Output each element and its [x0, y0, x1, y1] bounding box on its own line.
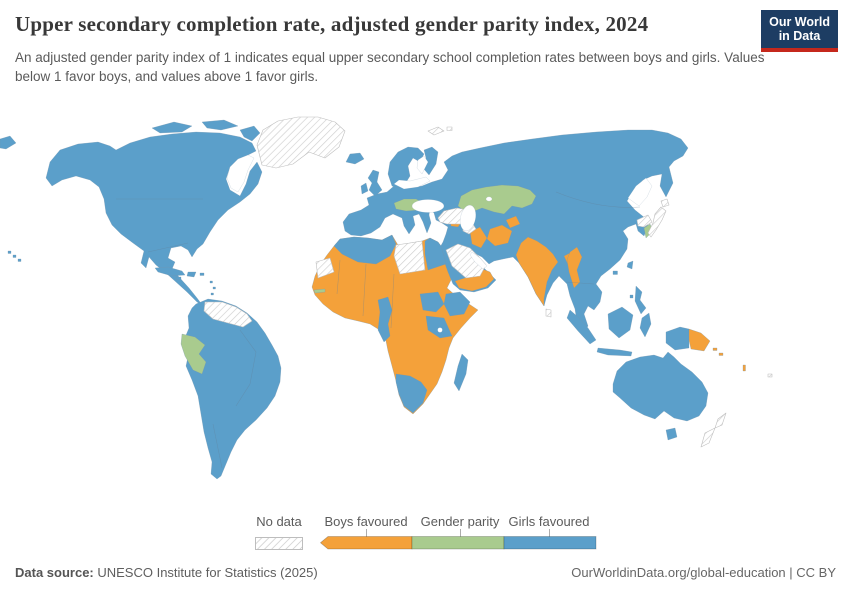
sea-aral: [485, 196, 493, 202]
region-south-sudan[interactable]: [419, 291, 445, 313]
region-hainan[interactable]: [612, 270, 618, 275]
region-cameroon-gabon[interactable]: [377, 296, 393, 343]
region-taiwan[interactable]: [626, 260, 634, 270]
region-arctic-islands-1[interactable]: [151, 121, 193, 134]
region-north-america[interactable]: [45, 131, 263, 307]
region-chukotka-wrap[interactable]: [0, 135, 17, 150]
region-japan[interactable]: [647, 198, 670, 238]
country-borders: [116, 191, 641, 469]
legend-label-boys-favoured[interactable]: Boys favoured: [324, 514, 408, 529]
region-eurasia[interactable]: [342, 129, 689, 334]
owid-logo[interactable]: Our World in Data: [761, 10, 838, 52]
region-sri-lanka[interactable]: [545, 308, 552, 318]
region-greenland[interactable]: [256, 116, 346, 169]
legend-no-data-swatch[interactable]: [255, 537, 303, 550]
sea-baltic: [393, 176, 431, 190]
sea-hudson-bay: [226, 154, 255, 193]
region-svalbard[interactable]: [427, 126, 453, 136]
sea-bothnia: [416, 155, 429, 175]
chart-footer: Data source: UNESCO Institute for Statis…: [15, 565, 836, 580]
region-cuba[interactable]: [154, 266, 186, 277]
region-iceland[interactable]: [345, 152, 365, 165]
region-philippines[interactable]: [629, 285, 647, 315]
region-india[interactable]: [515, 236, 559, 307]
region-puerto-rico[interactable]: [199, 272, 205, 276]
region-solomon-islands[interactable]: [712, 347, 724, 356]
region-vanuatu[interactable]: [742, 364, 746, 372]
legend-swatch-boys-favoured[interactable]: [320, 536, 413, 550]
data-source-text: UNESCO Institute for Statistics (2025): [93, 565, 318, 580]
region-borneo[interactable]: [607, 306, 634, 339]
legend-tick-boys: [366, 529, 367, 537]
region-ireland[interactable]: [360, 182, 369, 195]
legend-label-girls-favoured[interactable]: Girls favoured: [508, 514, 590, 529]
legend-swatch-girls-favoured[interactable]: [503, 536, 597, 550]
legend-swatch-gender-parity[interactable]: [411, 536, 505, 550]
region-peru[interactable]: [180, 333, 207, 375]
sea-caspian: [459, 204, 477, 232]
region-new-zealand[interactable]: [700, 412, 727, 448]
region-new-guinea-west[interactable]: [665, 326, 690, 351]
region-western-sahara[interactable]: [315, 257, 335, 279]
region-south-america[interactable]: [183, 298, 282, 480]
sea-black-sea: [411, 199, 445, 213]
data-source-label: Data source:: [15, 565, 94, 580]
region-maghreb[interactable]: [333, 234, 397, 265]
region-gambia[interactable]: [313, 288, 326, 294]
region-tajikistan[interactable]: [505, 215, 521, 229]
region-lesser-antilles[interactable]: [209, 280, 216, 296]
region-kazakhstan[interactable]: [457, 184, 537, 215]
region-egypt[interactable]: [424, 237, 447, 271]
chart-subtitle: An adjusted gender parity index of 1 ind…: [15, 50, 765, 85]
region-ethiopia[interactable]: [443, 291, 471, 317]
region-java[interactable]: [596, 347, 633, 357]
region-arctic-islands-2[interactable]: [201, 119, 239, 131]
region-sumatra[interactable]: [566, 309, 597, 345]
region-papua-new-guinea[interactable]: [688, 328, 711, 352]
region-hawaii[interactable]: [7, 250, 22, 262]
legend-label-gender-parity[interactable]: Gender parity: [420, 514, 500, 529]
region-hispaniola[interactable]: [186, 271, 197, 278]
attribution-link[interactable]: OurWorldinData.org/global-education | CC…: [571, 565, 836, 580]
sea-persian-gulf: [469, 251, 488, 270]
region-libya[interactable]: [393, 240, 426, 275]
region-baffin-island[interactable]: [239, 125, 261, 142]
legend-tick-girls: [549, 529, 550, 537]
region-tasmania[interactable]: [665, 427, 678, 441]
data-source: Data source: UNESCO Institute for Statis…: [15, 565, 318, 580]
region-united-kingdom[interactable]: [367, 169, 383, 197]
owid-logo-line2: in Data: [778, 29, 821, 44]
region-venezuela-guyanas[interactable]: [203, 301, 253, 328]
owid-logo-line1: Our World: [769, 15, 830, 29]
legend-color-bar[interactable]: [320, 536, 597, 550]
region-madagascar[interactable]: [453, 353, 469, 392]
region-north-korea[interactable]: [636, 214, 653, 228]
region-africa[interactable]: [311, 234, 479, 415]
legend-tick-parity: [460, 529, 461, 537]
region-southern-africa[interactable]: [395, 373, 428, 414]
region-afghanistan[interactable]: [486, 224, 513, 247]
region-fiji[interactable]: [767, 373, 773, 378]
region-kenya-uganda[interactable]: [425, 315, 453, 339]
page-title: Upper secondary completion rate, adjuste…: [15, 12, 649, 36]
legend-label-no-data[interactable]: No data: [256, 514, 302, 529]
region-sulawesi[interactable]: [639, 312, 652, 338]
region-jamaica[interactable]: [175, 276, 182, 280]
lake-victoria: [437, 327, 443, 333]
region-iraq[interactable]: [469, 226, 488, 249]
sea-okhotsk: [627, 177, 653, 207]
region-myanmar[interactable]: [566, 246, 583, 289]
region-australia[interactable]: [612, 351, 709, 422]
